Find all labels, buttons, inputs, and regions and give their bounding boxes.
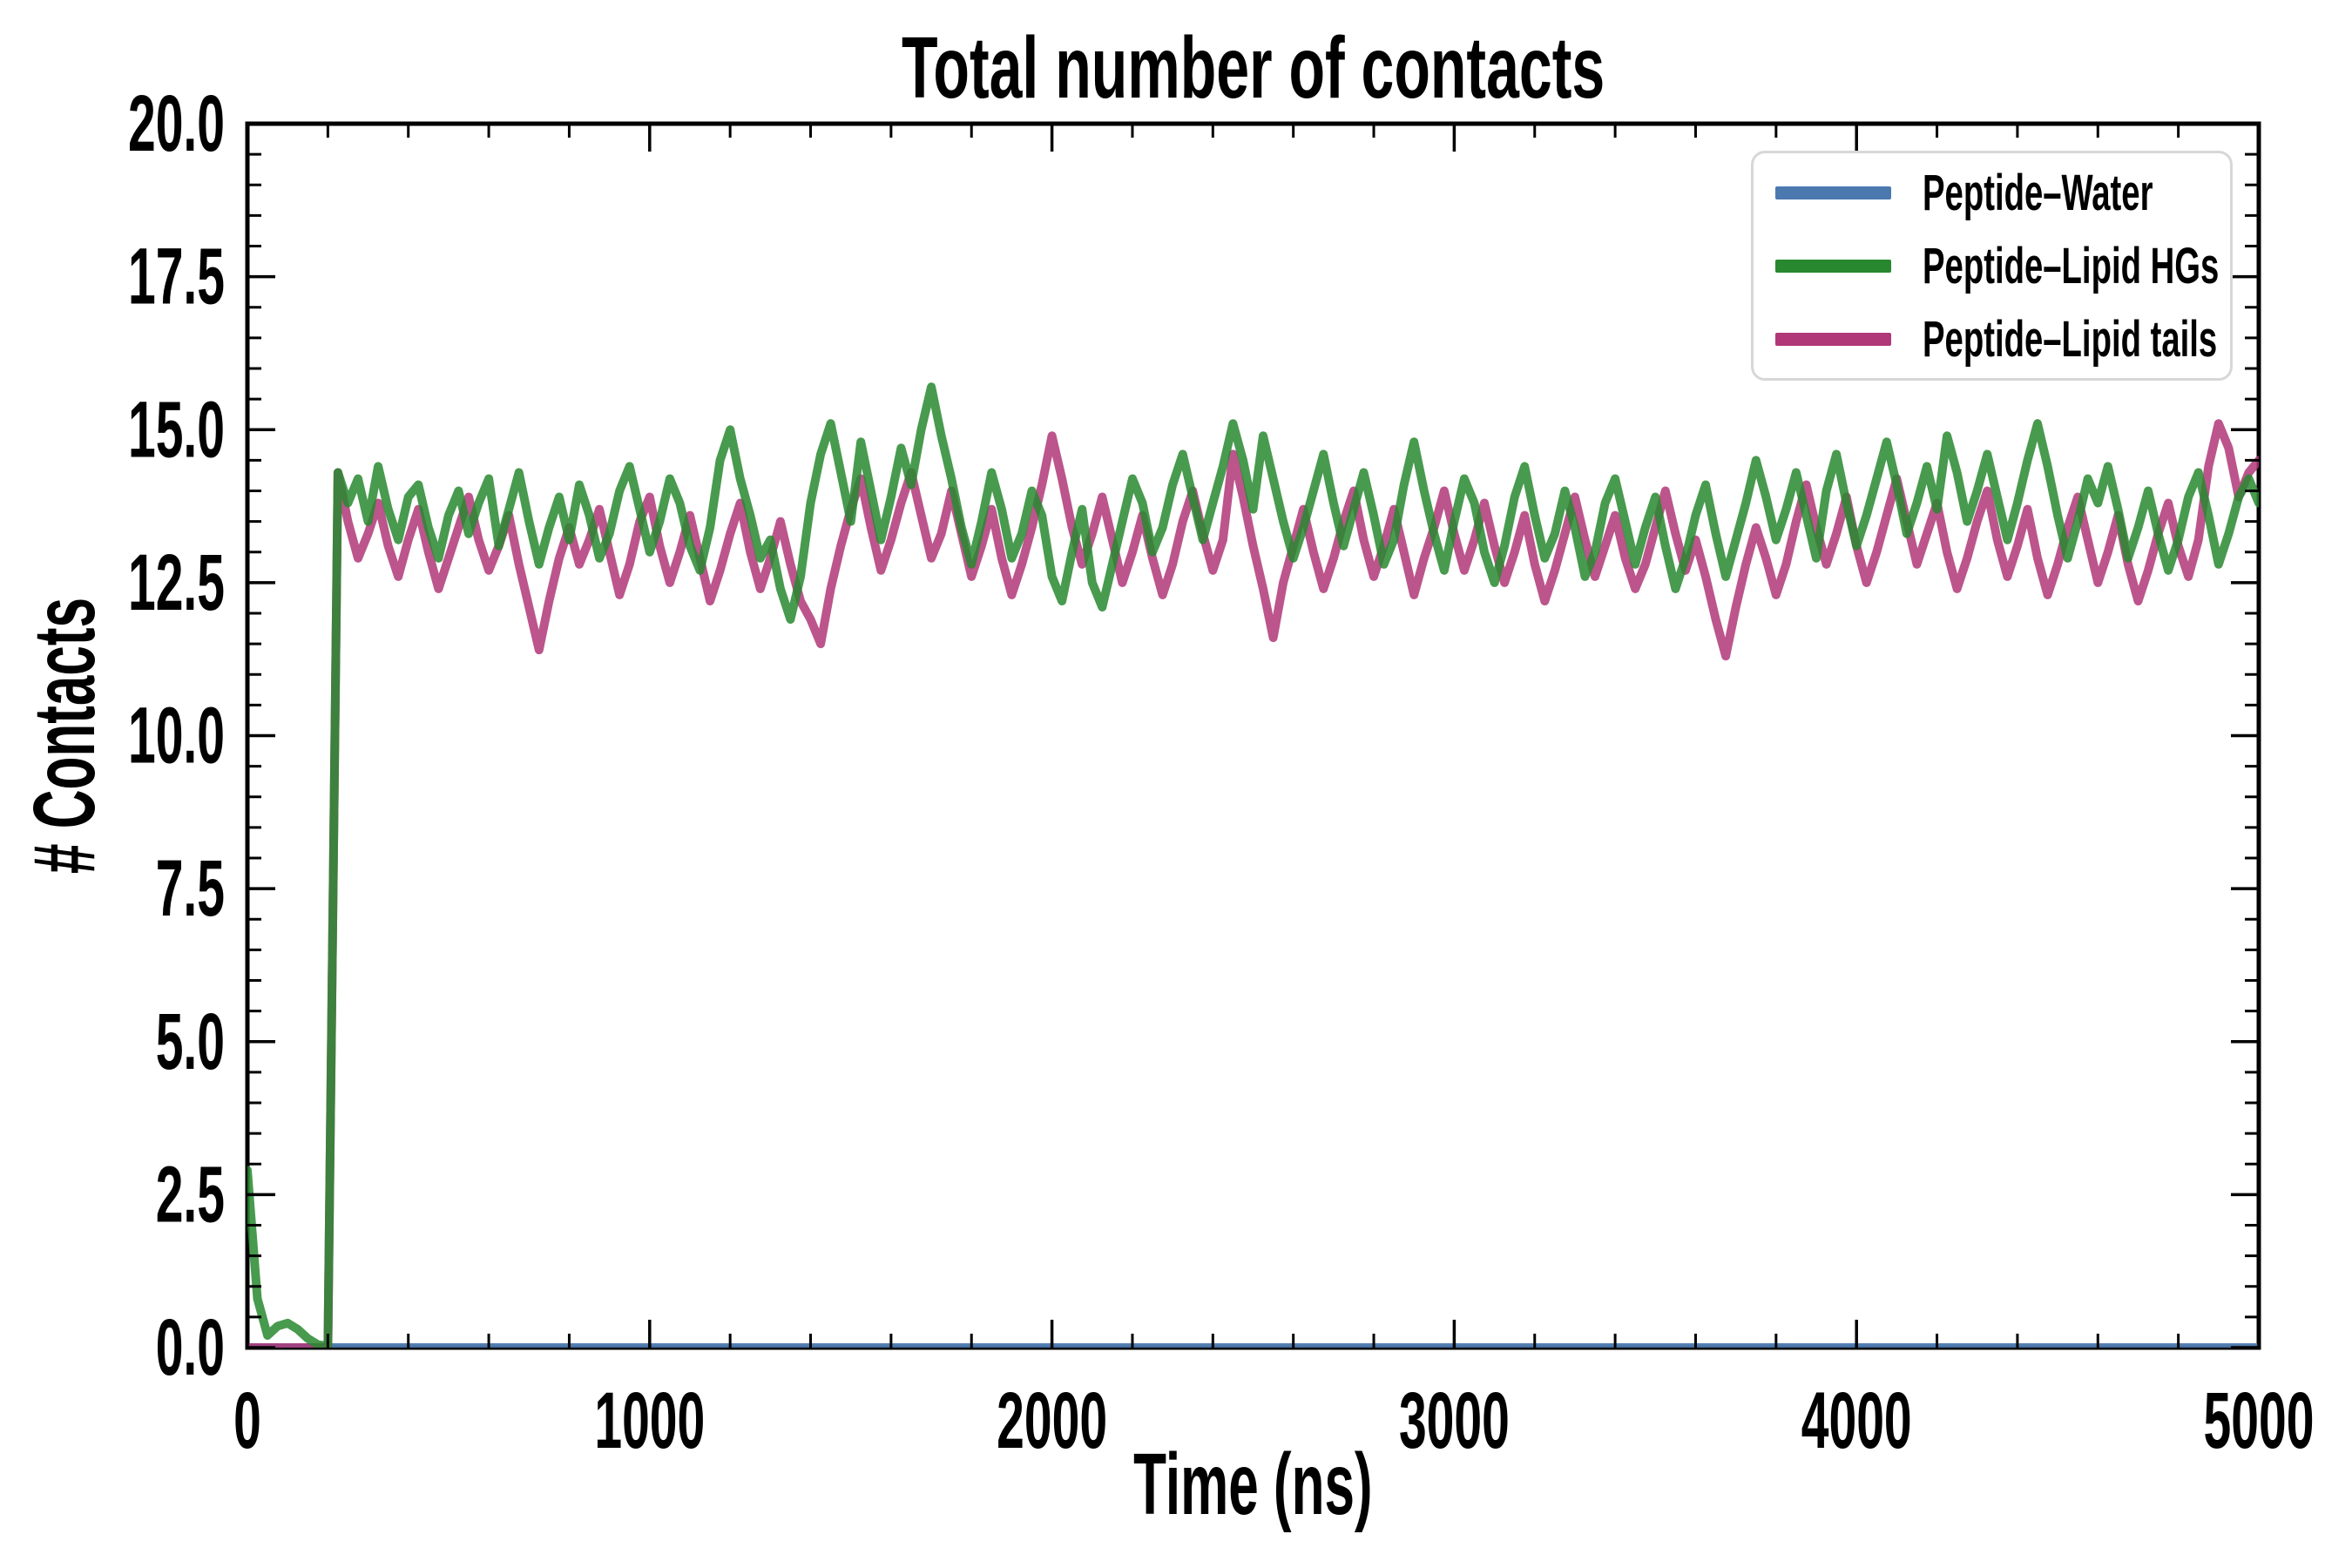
- y-tick-label: 0.0: [156, 1303, 225, 1392]
- series-line-peptide-lipid-tails: [247, 419, 2259, 1348]
- x-tick-label: 5000: [2204, 1376, 2315, 1465]
- y-tick-label: 15.0: [128, 385, 225, 474]
- legend-row-peptide-lipid-tails: Peptide–Lipid tails: [1775, 302, 2230, 375]
- y-tick-label: 20.0: [128, 79, 225, 168]
- legend-label-peptide-water: Peptide–Water: [1923, 164, 2153, 221]
- y-tick-label: 17.5: [128, 233, 225, 321]
- x-tick-label: 3000: [1399, 1376, 1510, 1465]
- legend-label-peptide-lipid-tails: Peptide–Lipid tails: [1923, 310, 2218, 368]
- y-axis-label-text: # Contacts: [16, 598, 114, 874]
- ticks-group: [246, 122, 2261, 1349]
- x-tick-label: 4000: [1801, 1376, 1912, 1465]
- chart-title: Total number of contacts: [247, 23, 2259, 114]
- series-line-peptide-lipid-hgs: [247, 382, 2259, 1348]
- peptide-water-swatch: [1775, 186, 1891, 199]
- peptide-lipid-hgs-swatch: [1775, 259, 1891, 273]
- y-axis-label: # Contacts: [0, 124, 131, 1348]
- y-tick-label: 12.5: [128, 538, 225, 627]
- legend-row-peptide-lipid-hgs: Peptide–Lipid HGs: [1775, 229, 2230, 302]
- y-tick-label: 2.5: [156, 1150, 225, 1239]
- y-tick-label: 5.0: [156, 997, 225, 1086]
- chart-title-text: Total number of contacts: [901, 19, 1605, 117]
- x-tick-label: 1000: [594, 1376, 705, 1465]
- series-group: [247, 382, 2259, 1348]
- x-tick-label: 0: [233, 1376, 261, 1465]
- legend: Peptide–Water Peptide–Lipid HGs Peptide–…: [1751, 151, 2233, 381]
- y-tick-label: 7.5: [156, 844, 225, 933]
- legend-row-peptide-water: Peptide–Water: [1775, 156, 2230, 229]
- y-tick-label: 10.0: [128, 692, 225, 781]
- peptide-lipid-tails-swatch: [1775, 332, 1891, 346]
- x-axis-label: Time (ns): [247, 1439, 2259, 1531]
- x-tick-label: 2000: [997, 1376, 1107, 1465]
- x-axis-label-text: Time (ns): [1133, 1436, 1373, 1533]
- legend-label-peptide-lipid-hgs: Peptide–Lipid HGs: [1923, 237, 2220, 294]
- tick-labels-group: 0 1000 2000 3000 4000 5000 0.0 2.5 5.0 7.5 10.0 12.…: [128, 79, 2314, 1465]
